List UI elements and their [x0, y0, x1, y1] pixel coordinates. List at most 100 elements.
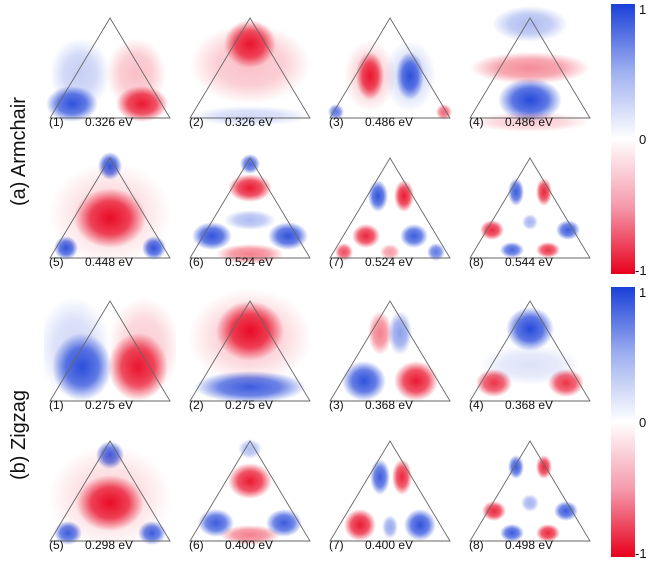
negative-lobe	[482, 501, 506, 521]
panel-index: (7)	[329, 538, 344, 552]
positive-lobe	[498, 78, 562, 122]
panel-background	[324, 287, 456, 415]
panel-energy: 0.544 eV	[505, 255, 554, 269]
mode-density-map	[184, 287, 316, 415]
mode-density-map	[184, 4, 316, 132]
mode-density-map	[184, 427, 316, 555]
triangle-outline	[49, 157, 171, 259]
triangle-outline	[469, 157, 591, 259]
positive-lobe	[427, 243, 445, 261]
positive-lobe	[404, 509, 436, 541]
negative-lobe	[392, 459, 412, 495]
triangle-outline	[329, 300, 451, 402]
mode-panel: (7) 0.524 eV	[324, 144, 456, 272]
mode-panel: (3) 0.368 eV	[324, 287, 456, 415]
panel-energy: 0.368 eV	[365, 398, 414, 412]
row-label-armchair: (a) Armchair	[8, 97, 30, 206]
positive-lobe	[192, 222, 232, 250]
positive-lobe	[238, 439, 262, 459]
negative-lobe	[48, 445, 172, 549]
positive-lobe	[500, 524, 524, 542]
colorbar-tick-min: -1	[635, 263, 647, 278]
mode-panel: (7) 0.400 eV	[324, 427, 456, 555]
panel-index: (1)	[49, 398, 64, 412]
mode-panel: (2) 0.326 eV	[184, 4, 316, 132]
panel-energy: 0.524 eV	[365, 255, 414, 269]
positive-lobe	[400, 224, 428, 248]
positive-lobe	[521, 494, 539, 512]
mode-density-map	[44, 287, 176, 415]
positive-lobe	[50, 38, 110, 110]
panel-index: (3)	[329, 398, 344, 412]
negative-lobe	[436, 104, 452, 120]
mode-panel: (2) 0.275 eV	[184, 287, 316, 415]
panel-index: (2)	[189, 115, 204, 129]
mode-panel: (8) 0.544 eV	[464, 144, 596, 272]
negative-lobe	[480, 220, 504, 240]
triangle-outline	[49, 17, 171, 119]
positive-lobe	[508, 455, 524, 479]
positive-lobe	[384, 40, 436, 112]
positive-lobe	[328, 104, 344, 120]
negative-lobe	[344, 509, 376, 541]
mode-panel: (1) 0.275 eV	[44, 287, 176, 415]
negative-lobe	[216, 244, 284, 264]
triangle-outline	[469, 300, 591, 402]
panel-index: (8)	[469, 538, 484, 552]
negative-lobe	[380, 244, 400, 260]
negative-lobe	[48, 162, 172, 266]
panel-index: (7)	[329, 255, 344, 269]
mode-density-map	[324, 427, 456, 555]
negative-lobe	[536, 455, 552, 479]
panel-energy: 0.298 eV	[85, 538, 134, 552]
mode-panel: (8) 0.498 eV	[464, 427, 596, 555]
panel-energy: 0.368 eV	[505, 398, 554, 412]
panel-energy: 0.486 eV	[505, 115, 554, 129]
mode-density-map	[44, 427, 176, 555]
panel-index: (6)	[189, 255, 204, 269]
mode-density-map	[464, 427, 596, 555]
mode-density-map	[324, 287, 456, 415]
colorbar-tick-zero: 0	[639, 132, 647, 147]
mode-panel: (3) 0.486 eV	[324, 4, 456, 132]
negative-lobe	[394, 361, 438, 401]
positive-lobe	[240, 154, 260, 174]
panel-index: (6)	[189, 538, 204, 552]
negative-lobe	[108, 297, 176, 397]
mode-panel: (4) 0.368 eV	[464, 287, 596, 415]
panel-index: (5)	[49, 255, 64, 269]
positive-lobe	[506, 307, 554, 351]
triangle-outline	[49, 440, 171, 542]
positive-lobe	[556, 220, 580, 240]
panel-index: (4)	[469, 398, 484, 412]
panel-index: (1)	[49, 115, 64, 129]
triangle-outline	[189, 17, 311, 119]
positive-lobe	[508, 178, 524, 206]
positive-lobe	[368, 180, 388, 212]
mode-density-map	[464, 287, 596, 415]
positive-lobe	[370, 459, 390, 495]
positive-lobe	[382, 515, 398, 539]
negative-lobe	[344, 40, 396, 112]
panel-index: (8)	[469, 255, 484, 269]
mode-panel: (4) 0.486 eV	[464, 4, 596, 132]
triangle-outline	[189, 157, 311, 259]
panel-energy: 0.400 eV	[225, 538, 274, 552]
panel-energy: 0.326 eV	[85, 115, 134, 129]
mode-density-map	[464, 144, 596, 272]
positive-lobe	[44, 297, 110, 397]
panel-energy: 0.275 eV	[85, 398, 134, 412]
positive-lobe	[522, 214, 538, 230]
mode-panel: (5) 0.298 eV	[44, 427, 176, 555]
positive-lobe	[500, 242, 524, 258]
mode-density-map	[184, 144, 316, 272]
negative-lobe	[536, 178, 552, 206]
triangle-outline	[469, 17, 591, 119]
positive-lobe	[342, 361, 386, 401]
panel-index: (2)	[189, 398, 204, 412]
negative-lobe	[220, 525, 280, 545]
panel-energy: 0.524 eV	[225, 255, 274, 269]
colorbar-tick-max: 1	[639, 2, 647, 17]
mode-density-map	[324, 4, 456, 132]
negative-lobe	[470, 52, 590, 84]
